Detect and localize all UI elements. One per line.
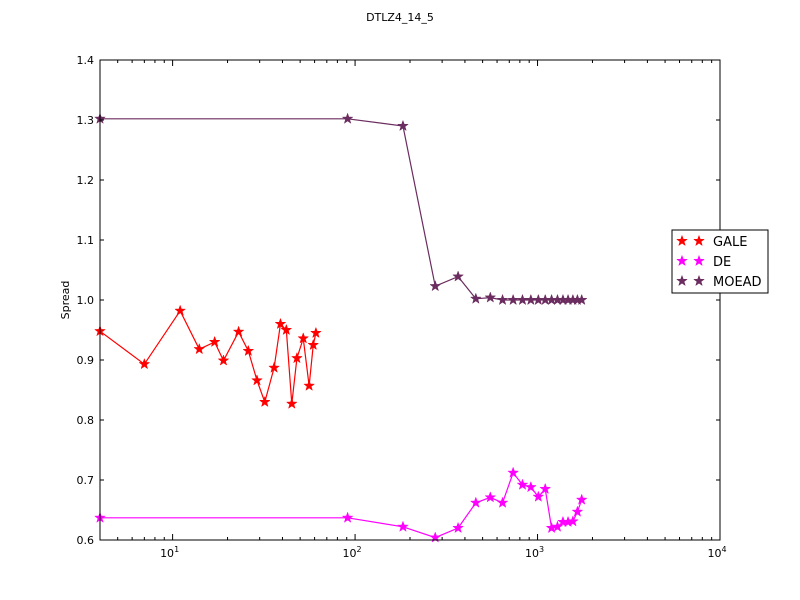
chart-title: DTLZ4_14_5: [366, 11, 434, 24]
data-point: [532, 490, 545, 502]
x-tick-label: 103: [525, 545, 544, 560]
legend-box: [671, 229, 769, 294]
y-tick-label: 1.0: [77, 294, 95, 307]
legend-label: DE: [713, 255, 731, 270]
data-point: [429, 279, 442, 292]
data-point: [341, 511, 354, 523]
series-de: [94, 466, 588, 543]
legend-label: GALE: [713, 235, 747, 250]
legend-item-gale: GALE: [676, 234, 747, 250]
data-point: [507, 293, 520, 306]
data-point: [452, 270, 465, 282]
legend-marker: [693, 234, 705, 247]
data-point: [217, 354, 230, 366]
y-tick-label: 0.7: [77, 474, 95, 487]
data-point: [484, 291, 497, 303]
data-point: [303, 379, 316, 391]
data-point: [341, 112, 354, 124]
y-tick-label: 1.3: [77, 114, 95, 127]
legend-marker: [676, 234, 688, 247]
legend-marker: [676, 254, 688, 267]
y-tick-label: 0.6: [77, 534, 95, 547]
data-point: [516, 478, 529, 490]
data-point: [208, 335, 221, 348]
data-point: [397, 119, 409, 132]
y-tick-label: 1.2: [77, 174, 95, 187]
y-tick-label: 0.8: [77, 414, 95, 427]
data-point: [307, 338, 320, 351]
data-point: [469, 496, 482, 508]
series-gale: [94, 304, 322, 409]
series-line-moead: [100, 118, 582, 301]
y-tick-label: 1.4: [77, 54, 95, 67]
data-point: [285, 397, 298, 409]
data-point: [566, 515, 579, 527]
ticks-layer: 0.6 0.7 0.8 0.9 1.0 1.1 1.2 1.3 1.4 101 102 103 104: [77, 54, 727, 560]
series-line-de: [100, 471, 583, 539]
y-tick-label: 0.9: [77, 354, 95, 367]
data-point: [452, 521, 465, 534]
data-point: [496, 496, 509, 508]
legend-marker: [693, 254, 705, 267]
data-point: [274, 317, 287, 330]
series-layer: [94, 112, 588, 543]
series-moead: [94, 112, 588, 306]
legend-item-de: DE: [676, 254, 731, 270]
x-tick-label: 101: [160, 545, 179, 560]
data-point: [138, 357, 151, 370]
legend-marker: [693, 274, 705, 287]
data-point: [496, 293, 509, 306]
data-point: [507, 466, 520, 478]
data-point: [268, 361, 281, 373]
data-point: [397, 520, 409, 532]
data-point: [309, 326, 322, 339]
data-point: [429, 531, 442, 543]
data-point: [575, 493, 588, 505]
data-point: [571, 505, 584, 517]
legend: GALE DE MOEAD: [671, 229, 769, 294]
data-point: [232, 325, 245, 337]
data-point: [251, 374, 263, 386]
legend-marker: [676, 274, 688, 287]
data-point: [258, 395, 271, 408]
data-point: [242, 344, 255, 357]
x-tick-label: 102: [343, 545, 362, 560]
legend-label: MOEAD: [713, 275, 762, 290]
data-point: [575, 293, 588, 306]
series-line-gale: [99, 309, 317, 404]
y-axis-label: Spread: [59, 281, 72, 320]
data-point: [280, 323, 293, 336]
data-point: [524, 480, 537, 493]
x-tick-label: 104: [707, 545, 726, 560]
data-point: [469, 292, 482, 304]
data-point: [193, 342, 206, 355]
y-tick-label: 1.1: [77, 234, 95, 247]
data-point: [290, 351, 303, 364]
legend-item-moead: MOEAD: [676, 274, 762, 290]
data-point: [297, 332, 310, 344]
data-point: [539, 482, 552, 495]
data-point: [516, 293, 529, 306]
data-point: [484, 491, 497, 503]
plot-frame: [99, 59, 721, 541]
data-point: [174, 304, 187, 316]
